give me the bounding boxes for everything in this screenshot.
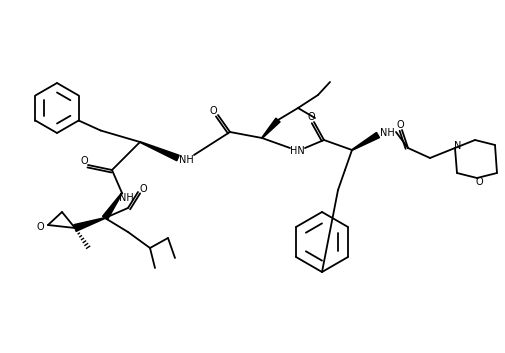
Text: O: O	[474, 177, 482, 187]
Text: HN: HN	[289, 146, 304, 156]
Text: N: N	[453, 141, 461, 151]
Text: O: O	[307, 112, 314, 122]
Text: NH: NH	[379, 128, 393, 138]
Text: NH: NH	[178, 155, 193, 165]
Polygon shape	[103, 193, 122, 220]
Polygon shape	[261, 118, 280, 138]
Polygon shape	[139, 142, 179, 161]
Text: NH: NH	[118, 193, 133, 203]
Text: O: O	[395, 120, 403, 130]
Polygon shape	[351, 132, 379, 150]
Text: O: O	[139, 184, 146, 194]
Text: O: O	[209, 106, 216, 116]
Polygon shape	[74, 217, 105, 231]
Text: O: O	[80, 156, 88, 166]
Text: O: O	[36, 222, 44, 232]
